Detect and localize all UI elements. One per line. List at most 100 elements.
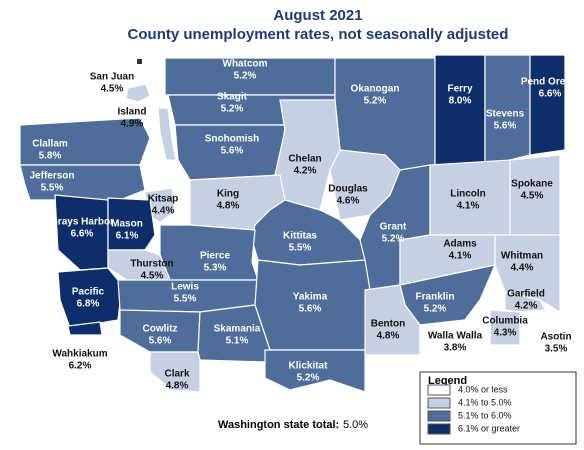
county-rate: 4.6% <box>337 196 360 207</box>
state-total-value: 5.0% <box>343 419 368 431</box>
legend-label: 4.0% or less <box>458 384 508 394</box>
county-rate: 5.6% <box>494 121 517 132</box>
county-name: Mason <box>111 219 143 230</box>
county-rate: 4.5% <box>521 191 544 202</box>
county-name: Pend Oreille <box>521 77 580 88</box>
county-name: Snohomish <box>205 134 259 145</box>
county-name: Kittitas <box>283 231 317 242</box>
county-rate: 6.1% <box>116 231 139 242</box>
legend-label: 4.1% to 5.0% <box>458 397 512 407</box>
county-name: Island <box>118 107 147 118</box>
county-rate: 5.2% <box>234 71 257 82</box>
county-name: Columbia <box>482 316 528 327</box>
county-rate: 5.6% <box>149 336 172 347</box>
county-name: Thurston <box>130 259 173 270</box>
county-name: Cowlitz <box>143 324 178 335</box>
county <box>519 309 569 356</box>
county-rate: 4.4% <box>152 206 175 217</box>
title: August 2021 <box>273 7 362 24</box>
county <box>251 199 366 266</box>
county-rate: 5.2% <box>382 234 405 245</box>
county-name: Jefferson <box>29 171 74 182</box>
county <box>149 351 201 393</box>
county-rate: 6.6% <box>71 229 94 240</box>
county-rate: 4.9% <box>121 119 144 130</box>
county-name: Ferry <box>447 84 472 95</box>
legend-swatch <box>427 410 451 422</box>
county-rate: 4.5% <box>101 84 124 95</box>
county-rate: 5.2% <box>297 373 320 384</box>
county-name: Kitsap <box>148 194 179 205</box>
county-name: Yakima <box>293 292 328 303</box>
county-rate: 4.1% <box>449 251 472 262</box>
state-total-label: Washington state total: <box>218 419 339 431</box>
county-rate: 5.5% <box>41 183 64 194</box>
legend-swatch <box>427 397 451 409</box>
county-name: Skamania <box>214 324 261 335</box>
county-name: Clallam <box>32 139 68 150</box>
county-rate: 3.5% <box>545 344 568 355</box>
county-rate: 5.6% <box>299 304 322 315</box>
county <box>125 83 151 103</box>
county-rate: 4.1% <box>457 201 480 212</box>
county <box>157 107 177 161</box>
county-rate: 3.8% <box>444 343 467 354</box>
county-name: Wahkiakum <box>52 349 107 360</box>
county <box>19 117 151 166</box>
county <box>264 349 366 393</box>
legend-title: Legend <box>428 375 467 387</box>
county-name: Adams <box>443 239 477 250</box>
county-name: Douglas <box>328 184 368 195</box>
county-rate: 5.5% <box>174 294 197 305</box>
county-name: Grant <box>380 222 407 233</box>
subtitle: County unemployment rates, not seasonall… <box>128 26 509 43</box>
county-rate: 5.5% <box>289 243 312 254</box>
county-rate: 6.6% <box>539 89 562 100</box>
county <box>57 267 123 329</box>
county-name: Pacific <box>72 287 105 298</box>
county-name: Spokane <box>511 179 553 190</box>
county-name: Grays Harbor <box>50 217 114 228</box>
county-name: Stevens <box>486 109 525 120</box>
county-rate: 5.2% <box>364 96 387 107</box>
county-name: Lincoln <box>450 189 486 200</box>
legend-label: 6.1% or greater <box>458 423 520 433</box>
county-rate: 6.8% <box>77 299 100 310</box>
county-rate: 5.2% <box>424 304 447 315</box>
county-name: Chelan <box>288 154 321 165</box>
county-rate: 4.2% <box>515 301 538 312</box>
county-rate: 4.5% <box>141 271 164 282</box>
labels: San Juan4.5%Whatcom5.2%Skagit5.2%Island4… <box>29 59 579 392</box>
county-name: Pierce <box>200 251 230 262</box>
county-rate: 5.3% <box>204 263 227 274</box>
county-rate: 5.1% <box>226 336 249 347</box>
county-rate: 8.0% <box>449 96 472 107</box>
county-name: Whatcom <box>223 59 268 70</box>
county-rate: 6.2% <box>69 361 92 372</box>
county-rate: 5.2% <box>221 104 244 115</box>
county <box>484 54 531 166</box>
county-rate: 4.3% <box>494 328 517 339</box>
county <box>107 197 156 251</box>
county-name: Lewis <box>171 282 199 293</box>
county-name: Klickitat <box>289 361 329 372</box>
county <box>434 54 486 166</box>
county-name: Skagit <box>217 92 248 103</box>
county-name: Garfield <box>507 289 545 300</box>
county-name: Whitman <box>501 251 543 262</box>
county-rate: 4.2% <box>294 166 317 177</box>
county-name: Benton <box>371 319 405 330</box>
county-rate: 4.8% <box>377 331 400 342</box>
legend: 4.0% or less 4.1% to 5.0% 5.1% to 6.0% 6.1%… <box>427 384 520 435</box>
legend-swatch <box>427 423 451 435</box>
county-name: Asotin <box>540 332 571 343</box>
county-name: Franklin <box>416 292 455 303</box>
county-name: Okanogan <box>351 84 400 95</box>
county-name: Walla Walla <box>428 331 483 342</box>
county-rate: 5.6% <box>221 146 244 157</box>
county-name: King <box>217 189 239 200</box>
county-rate: 5.8% <box>39 151 62 162</box>
legend-label: 5.1% to 6.0% <box>458 410 512 420</box>
county-rate: 4.8% <box>166 381 189 392</box>
legend-swatch <box>427 384 451 396</box>
